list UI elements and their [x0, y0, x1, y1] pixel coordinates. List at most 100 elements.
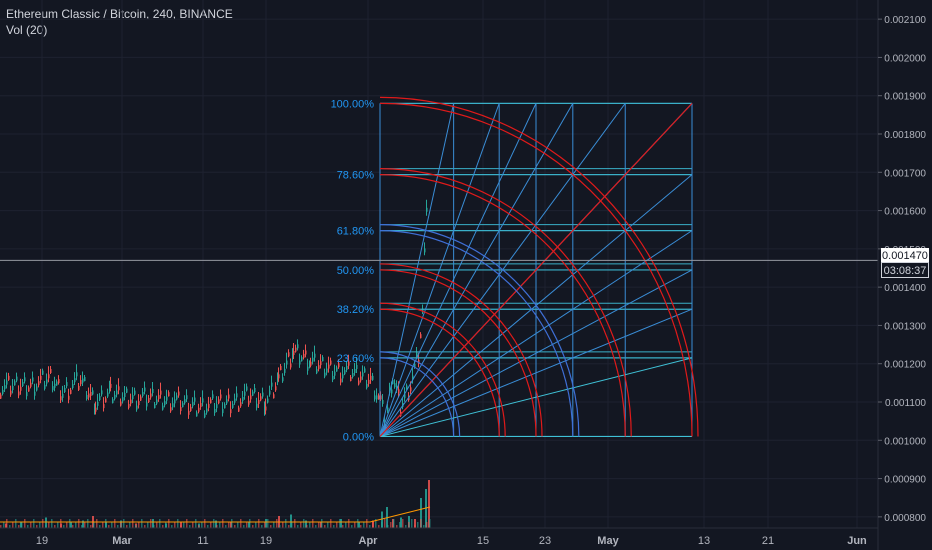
volume-bar [57, 522, 59, 528]
candle-body [50, 368, 52, 373]
volume-bar [333, 525, 335, 528]
candle-body [286, 360, 288, 365]
candle-body [382, 400, 384, 404]
candle-body [136, 405, 138, 410]
candle-body [52, 386, 54, 391]
candle-body [84, 377, 86, 382]
candle-body [130, 399, 132, 404]
price-tick-label: 0.001700 [884, 168, 926, 179]
time-tick-label: 11 [197, 535, 208, 547]
candle-body [406, 385, 408, 390]
volume-bar [6, 519, 8, 528]
candle-body [366, 383, 368, 388]
candle-body [180, 407, 182, 412]
candle-body [6, 380, 8, 385]
candle-body [134, 390, 136, 395]
candle-body [305, 350, 307, 355]
volume-bar [24, 519, 26, 528]
volume-bar [265, 519, 267, 528]
candle-body [110, 383, 112, 388]
candle-body [380, 395, 382, 400]
candle-body [116, 390, 118, 395]
candle-body [40, 375, 42, 380]
volume-indicator-label[interactable]: Vol (20) [6, 23, 48, 37]
candle-body [324, 372, 326, 377]
volume-bar [201, 522, 203, 528]
symbol-title[interactable]: Ethereum Classic / Bitcoin, 240, BINANCE [6, 7, 233, 21]
volume-bar [21, 522, 23, 528]
candle-body [284, 368, 286, 373]
candle-body [158, 395, 160, 400]
candle-body [336, 367, 338, 372]
volume-bar [228, 522, 230, 528]
candle-body [222, 409, 224, 414]
candle-body [340, 378, 342, 383]
volume-moving-average [0, 506, 431, 523]
candle-body [374, 395, 376, 400]
volume-bar [402, 519, 404, 528]
volume-bar [327, 522, 329, 528]
candle-body [10, 390, 12, 395]
candle-body [260, 396, 262, 401]
candle-body [206, 408, 208, 413]
candle-body [0, 394, 2, 399]
candle-body [370, 375, 372, 380]
fib-arc [379, 96, 699, 437]
volume-bar [72, 525, 74, 528]
fib-fan-line [379, 269, 693, 437]
volume-bar [318, 522, 320, 528]
candle-body [318, 365, 320, 370]
volume-bar [66, 522, 68, 528]
volume-bar [210, 522, 212, 528]
candle-body [208, 403, 210, 408]
volume-bar [305, 520, 307, 528]
candle-body [391, 389, 393, 394]
candle-body [92, 390, 94, 395]
candle-body [410, 387, 412, 392]
candle-body [362, 372, 364, 377]
candle-body [330, 360, 332, 365]
volume-bar [144, 525, 146, 528]
candle-body [97, 401, 99, 406]
volume-bar [252, 525, 254, 528]
volume-bars [0, 480, 431, 528]
candle-body [244, 391, 246, 396]
candle-body [277, 378, 279, 383]
candle-body [30, 382, 32, 387]
volume-bar [42, 519, 44, 528]
candle-body [174, 399, 176, 404]
volume-bar [123, 519, 125, 528]
time-tick-label: May [597, 535, 619, 547]
price-tick-label: 0.000800 [884, 513, 926, 524]
fib-speed-resistance-tool[interactable]: 100.00% 78.60% 61.80% 50.00% 38.20% 23.60% 0.0… [331, 96, 699, 443]
candle-body [328, 364, 330, 369]
volume-bar [75, 522, 77, 528]
candle-body [256, 403, 258, 408]
candle-body [170, 407, 172, 412]
fib-fan-line [379, 103, 537, 437]
volume-bar [420, 498, 422, 528]
volume-bar [156, 522, 158, 528]
candle-body [246, 386, 248, 391]
candle-body [152, 389, 154, 394]
candle-body [148, 398, 150, 403]
candle-body [66, 382, 68, 387]
volume-bar [366, 519, 368, 528]
candle-body [88, 393, 90, 398]
fib-level-label: 23.60% [337, 353, 375, 365]
candle-body [112, 399, 114, 404]
volume-bar [240, 519, 242, 528]
candle-body [250, 395, 252, 400]
candle-body [348, 361, 350, 366]
candle-body [109, 386, 111, 391]
volume-bar [279, 525, 281, 528]
volume-bar [177, 519, 179, 528]
volume-bar [285, 519, 287, 528]
candle-body [238, 407, 240, 412]
candle-body [368, 379, 370, 384]
candle-body [70, 389, 72, 394]
volume-bar [195, 519, 197, 528]
volume-bar [423, 525, 425, 528]
candle-body [166, 396, 168, 401]
